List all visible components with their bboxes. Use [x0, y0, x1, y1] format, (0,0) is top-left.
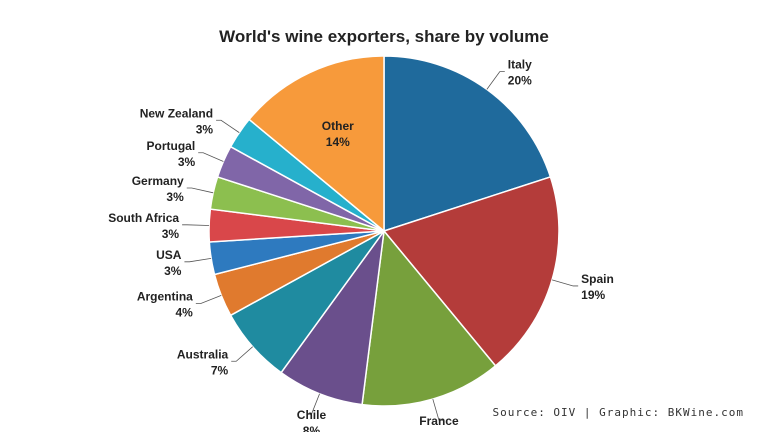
slice-label: Australia [177, 347, 229, 361]
leader-line [432, 398, 444, 421]
slice-label: Chile [297, 408, 327, 422]
leader-line [186, 187, 214, 194]
leader-line [231, 346, 253, 362]
slice-value-label: 14% [326, 135, 350, 149]
pie-slice [382, 175, 560, 367]
slice-value-label: 13% [427, 430, 451, 432]
leader-line [306, 393, 320, 415]
slice-label: Spain [581, 272, 614, 286]
slice-value-label: 20% [508, 74, 532, 88]
slice-value-label: 3% [166, 190, 184, 204]
slice-label: Germany [132, 174, 184, 188]
leader-line [182, 224, 210, 226]
source: Source: OIV | Graphic: BKWine.com [492, 406, 744, 419]
slice-value-label: 3% [162, 227, 180, 241]
pie-slice [248, 55, 385, 233]
slice-label: USA [156, 248, 182, 262]
slice-label: Other [322, 119, 354, 133]
slice-label: Argentina [137, 290, 193, 304]
leader-line [216, 119, 240, 133]
leader-line [184, 257, 212, 263]
slice-value-label: 3% [178, 155, 196, 169]
slice-value-label: 3% [196, 122, 214, 136]
slice-label: France [419, 414, 459, 428]
slice-value-label: 4% [175, 306, 193, 320]
leader-line [486, 71, 505, 90]
slice-value-label: 3% [164, 264, 182, 278]
leader-line [551, 279, 579, 287]
leader-line [198, 152, 224, 162]
slice-label: South Africa [108, 211, 179, 225]
slice-value-label: 8% [303, 424, 321, 432]
pie-slice [361, 229, 497, 407]
slice-value-label: 19% [581, 288, 605, 302]
chart-title: World's wine exporters, share by volume [219, 27, 549, 46]
slice-label: Italy [508, 58, 532, 72]
slice-label: Portugal [147, 139, 196, 153]
slice-value-label: 7% [211, 363, 229, 377]
slice-label: New Zealand [140, 106, 213, 120]
leader-line [195, 295, 222, 304]
